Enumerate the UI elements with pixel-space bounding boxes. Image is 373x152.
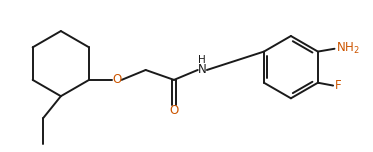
Text: F: F	[335, 79, 342, 92]
Text: NH$_2$: NH$_2$	[336, 41, 360, 56]
Text: H: H	[198, 55, 206, 65]
Text: O: O	[112, 73, 121, 86]
Text: N: N	[198, 64, 207, 76]
Text: O: O	[169, 104, 179, 117]
